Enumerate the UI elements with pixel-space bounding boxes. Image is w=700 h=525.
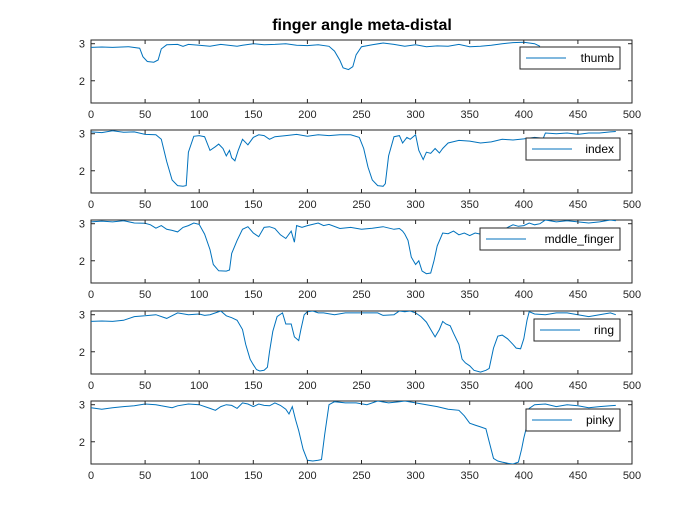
legend-label: index	[585, 142, 614, 156]
series-line-index	[91, 130, 616, 187]
x-tick-label: 200	[298, 199, 316, 211]
x-tick-label: 50	[139, 470, 151, 482]
x-tick-label: 200	[298, 470, 316, 482]
x-tick-label: 500	[623, 199, 641, 211]
legend-label: thumb	[581, 51, 615, 65]
legend-ring: ring	[533, 318, 621, 342]
x-tick-label: 500	[623, 109, 641, 121]
subplot-thumb: 0 50 100 150 200 250 300 350 400 450 500 2 3 thumb	[79, 39, 641, 121]
subplot-ring: 0 50 100 150 200 250 300 350 400 450 500 2 3 ring	[79, 310, 641, 392]
x-tick-label: 400	[515, 289, 533, 301]
legend-label: mddle_finger	[545, 232, 614, 246]
x-tick-label: 250	[352, 199, 370, 211]
x-tick-label: 150	[244, 470, 262, 482]
y-tick-label: 3	[79, 310, 85, 322]
legend-mddle_finger: mddle_finger	[479, 227, 621, 251]
x-tick-label: 50	[139, 289, 151, 301]
series-line-pinky	[91, 401, 616, 464]
series-line-ring	[91, 311, 616, 373]
x-tick-label: 0	[88, 109, 94, 121]
x-tick-label: 450	[569, 199, 587, 211]
x-tick-label: 250	[352, 470, 370, 482]
x-tick-label: 50	[139, 109, 151, 121]
y-tick-label: 2	[79, 347, 85, 359]
x-tick-label: 250	[352, 289, 370, 301]
x-tick-label: 50	[139, 380, 151, 392]
x-tick-label: 0	[88, 199, 94, 211]
subplot-pinky: 0 50 100 150 200 250 300 350 400 450 500 2 3 pinky	[79, 400, 641, 482]
x-tick-label: 350	[461, 470, 479, 482]
x-tick-label: 400	[515, 470, 533, 482]
legend-box	[519, 46, 621, 70]
x-tick-label: 300	[406, 289, 424, 301]
y-tick-label: 2	[79, 256, 85, 268]
x-tick-label: 300	[406, 470, 424, 482]
legend-label: ring	[594, 323, 614, 337]
x-tick-label: 100	[190, 289, 208, 301]
x-tick-label: 250	[352, 109, 370, 121]
x-tick-label: 300	[406, 109, 424, 121]
y-tick-label: 2	[79, 437, 85, 449]
x-tick-label: 500	[623, 289, 641, 301]
subplot-index: 0 50 100 150 200 250 300 350 400 450 500 2 3 index	[79, 129, 641, 211]
y-tick-label: 2	[79, 166, 85, 178]
legend-box	[525, 137, 621, 161]
subplot-mddle_finger: 0 50 100 150 200 250 300 350 400 450 500 2 3 mddle_fi…	[79, 219, 641, 301]
x-tick-label: 150	[244, 199, 262, 211]
x-tick-label: 0	[88, 289, 94, 301]
legend-pinky: pinky	[525, 408, 621, 432]
legend-thumb: thumb	[519, 46, 621, 70]
legend-index: index	[525, 137, 621, 161]
legend-label: pinky	[586, 413, 614, 427]
x-tick-label: 400	[515, 380, 533, 392]
x-tick-label: 500	[623, 470, 641, 482]
x-tick-label: 100	[190, 470, 208, 482]
y-tick-label: 3	[79, 39, 85, 51]
series-line-thumb	[91, 41, 541, 71]
x-tick-label: 450	[569, 380, 587, 392]
x-tick-label: 50	[139, 199, 151, 211]
x-tick-label: 100	[190, 199, 208, 211]
x-tick-label: 150	[244, 380, 262, 392]
x-tick-label: 450	[569, 109, 587, 121]
x-tick-label: 350	[461, 199, 479, 211]
x-tick-label: 250	[352, 380, 370, 392]
y-tick-label: 2	[79, 76, 85, 88]
x-tick-label: 400	[515, 199, 533, 211]
x-tick-label: 150	[244, 109, 262, 121]
legend-box	[525, 408, 621, 432]
x-tick-label: 200	[298, 289, 316, 301]
x-tick-label: 150	[244, 289, 262, 301]
x-tick-label: 0	[88, 380, 94, 392]
x-tick-label: 350	[461, 109, 479, 121]
x-tick-label: 300	[406, 380, 424, 392]
y-tick-label: 3	[79, 219, 85, 231]
y-tick-label: 3	[79, 400, 85, 412]
x-tick-label: 0	[88, 470, 94, 482]
x-tick-label: 200	[298, 380, 316, 392]
x-tick-label: 450	[569, 470, 587, 482]
x-tick-label: 300	[406, 199, 424, 211]
x-tick-label: 200	[298, 109, 316, 121]
x-tick-label: 400	[515, 109, 533, 121]
x-tick-label: 100	[190, 380, 208, 392]
x-tick-label: 500	[623, 380, 641, 392]
x-tick-label: 350	[461, 380, 479, 392]
y-tick-label: 3	[79, 129, 85, 141]
x-tick-label: 450	[569, 289, 587, 301]
x-tick-label: 100	[190, 109, 208, 121]
legend-box	[479, 227, 621, 251]
chart-title: finger angle meta-distal	[272, 17, 452, 34]
x-tick-label: 350	[461, 289, 479, 301]
